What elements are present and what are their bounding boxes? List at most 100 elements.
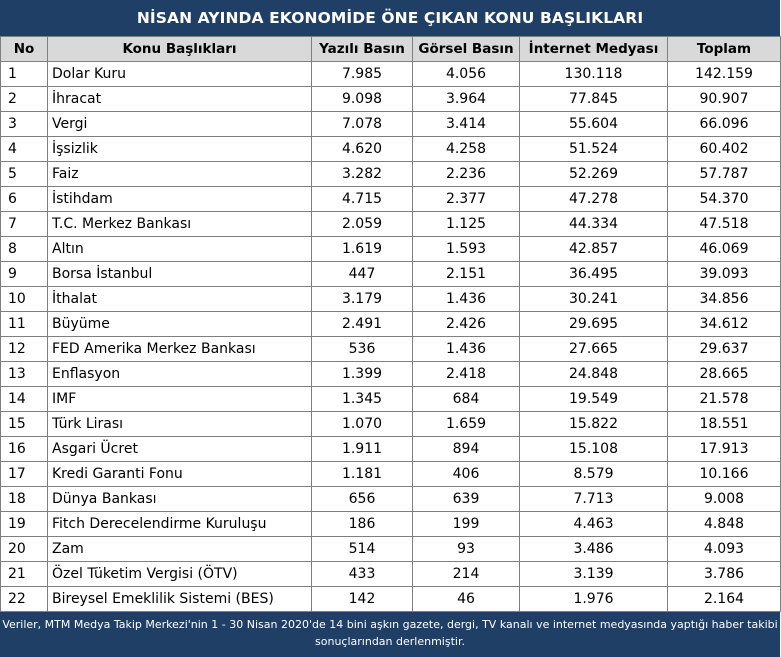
cell-visual-media: 214 xyxy=(412,561,520,587)
cell-internet-media: 8.579 xyxy=(519,461,668,487)
table-row: 8 Altın 1.619 1.593 42.857 46.069 xyxy=(0,236,781,262)
cell-visual-media: 1.125 xyxy=(412,211,520,237)
cell-topic: IMF xyxy=(47,386,312,412)
header-no: No xyxy=(0,36,48,62)
cell-internet-media: 15.822 xyxy=(519,411,668,437)
cell-no: 12 xyxy=(0,336,48,362)
cell-total: 21.578 xyxy=(667,386,781,412)
cell-print-media: 1.911 xyxy=(311,436,413,462)
table-row: 12 FED Amerika Merkez Bankası 536 1.436 27.6… xyxy=(0,336,781,362)
cell-no: 15 xyxy=(0,411,48,437)
cell-internet-media: 27.665 xyxy=(519,336,668,362)
table-row: 22 Bireysel Emeklilik Sistemi (BES) 142 46 1… xyxy=(0,586,781,612)
table-row: 17 Kredi Garanti Fonu 1.181 406 8.579 10.166 xyxy=(0,461,781,487)
cell-internet-media: 29.695 xyxy=(519,311,668,337)
cell-visual-media: 1.436 xyxy=(412,336,520,362)
cell-topic: Faiz xyxy=(47,161,312,187)
topics-table: No Konu Başlıkları Yazılı Basın Görsel B… xyxy=(0,36,781,612)
cell-visual-media: 199 xyxy=(412,511,520,537)
cell-print-media: 1.070 xyxy=(311,411,413,437)
cell-no: 22 xyxy=(0,586,48,612)
cell-visual-media: 3.414 xyxy=(412,111,520,137)
cell-internet-media: 15.108 xyxy=(519,436,668,462)
cell-topic: İthalat xyxy=(47,286,312,312)
cell-no: 10 xyxy=(0,286,48,312)
cell-visual-media: 4.258 xyxy=(412,136,520,162)
cell-no: 17 xyxy=(0,461,48,487)
header-internet-media: İnternet Medyası xyxy=(519,36,668,62)
cell-topic: Zam xyxy=(47,536,312,562)
cell-topic: Asgari Ücret xyxy=(47,436,312,462)
cell-total: 34.612 xyxy=(667,311,781,337)
cell-no: 5 xyxy=(0,161,48,187)
table-row: 20 Zam 514 93 3.486 4.093 xyxy=(0,536,781,562)
table-row: 10 İthalat 3.179 1.436 30.241 34.856 xyxy=(0,286,781,312)
cell-total: 142.159 xyxy=(667,61,781,87)
cell-internet-media: 130.118 xyxy=(519,61,668,87)
cell-internet-media: 44.334 xyxy=(519,211,668,237)
footnote-line-2: sonuçlarından derlenmiştir. xyxy=(315,635,465,648)
table-row: 19 Fitch Derecelendirme Kuruluşu 186 199 4.4… xyxy=(0,511,781,537)
footnote-line-1: Veriler, MTM Medya Takip Merkezi'nin 1 -… xyxy=(2,618,778,631)
cell-no: 7 xyxy=(0,211,48,237)
cell-internet-media: 1.976 xyxy=(519,586,668,612)
cell-topic: İstihdam xyxy=(47,186,312,212)
cell-print-media: 2.491 xyxy=(311,311,413,337)
table-row: 6 İstihdam 4.715 2.377 47.278 54.370 xyxy=(0,186,781,212)
cell-no: 19 xyxy=(0,511,48,537)
cell-total: 66.096 xyxy=(667,111,781,137)
cell-total: 4.093 xyxy=(667,536,781,562)
cell-topic: T.C. Merkez Bankası xyxy=(47,211,312,237)
cell-visual-media: 3.964 xyxy=(412,86,520,112)
cell-internet-media: 51.524 xyxy=(519,136,668,162)
cell-topic: Özel Tüketim Vergisi (ÖTV) xyxy=(47,561,312,587)
cell-visual-media: 2.426 xyxy=(412,311,520,337)
table-row: 14 IMF 1.345 684 19.549 21.578 xyxy=(0,386,781,412)
table-row: 9 Borsa İstanbul 447 2.151 36.495 39.093 xyxy=(0,261,781,287)
cell-total: 57.787 xyxy=(667,161,781,187)
cell-topic: Büyüme xyxy=(47,311,312,337)
cell-topic: Borsa İstanbul xyxy=(47,261,312,287)
table-row: 7 T.C. Merkez Bankası 2.059 1.125 44.334 47.5… xyxy=(0,211,781,237)
cell-no: 2 xyxy=(0,86,48,112)
table-row: 11 Büyüme 2.491 2.426 29.695 34.612 xyxy=(0,311,781,337)
cell-topic: Altın xyxy=(47,236,312,262)
header-print-media: Yazılı Basın xyxy=(311,36,413,62)
cell-print-media: 4.620 xyxy=(311,136,413,162)
table-row: 13 Enflasyon 1.399 2.418 24.848 28.665 xyxy=(0,361,781,387)
cell-visual-media: 4.056 xyxy=(412,61,520,87)
cell-no: 1 xyxy=(0,61,48,87)
header-row: No Konu Başlıkları Yazılı Basın Görsel B… xyxy=(0,36,781,62)
cell-internet-media: 30.241 xyxy=(519,286,668,312)
table-row: 5 Faiz 3.282 2.236 52.269 57.787 xyxy=(0,161,781,187)
cell-no: 16 xyxy=(0,436,48,462)
cell-visual-media: 684 xyxy=(412,386,520,412)
cell-visual-media: 2.236 xyxy=(412,161,520,187)
cell-internet-media: 36.495 xyxy=(519,261,668,287)
cell-visual-media: 2.418 xyxy=(412,361,520,387)
cell-print-media: 2.059 xyxy=(311,211,413,237)
cell-print-media: 3.282 xyxy=(311,161,413,187)
table-row: 4 İşsizlik 4.620 4.258 51.524 60.402 xyxy=(0,136,781,162)
cell-print-media: 656 xyxy=(311,486,413,512)
cell-no: 9 xyxy=(0,261,48,287)
cell-total: 90.907 xyxy=(667,86,781,112)
cell-internet-media: 52.269 xyxy=(519,161,668,187)
cell-total: 28.665 xyxy=(667,361,781,387)
cell-visual-media: 46 xyxy=(412,586,520,612)
cell-no: 8 xyxy=(0,236,48,262)
cell-total: 29.637 xyxy=(667,336,781,362)
cell-print-media: 1.619 xyxy=(311,236,413,262)
cell-internet-media: 24.848 xyxy=(519,361,668,387)
cell-topic: Dolar Kuru xyxy=(47,61,312,87)
cell-visual-media: 1.593 xyxy=(412,236,520,262)
cell-total: 18.551 xyxy=(667,411,781,437)
cell-no: 21 xyxy=(0,561,48,587)
cell-no: 14 xyxy=(0,386,48,412)
cell-print-media: 1.181 xyxy=(311,461,413,487)
table-row: 1 Dolar Kuru 7.985 4.056 130.118 142.159 xyxy=(0,61,781,87)
cell-internet-media: 19.549 xyxy=(519,386,668,412)
cell-visual-media: 2.151 xyxy=(412,261,520,287)
cell-topic: Fitch Derecelendirme Kuruluşu xyxy=(47,511,312,537)
cell-topic: Kredi Garanti Fonu xyxy=(47,461,312,487)
